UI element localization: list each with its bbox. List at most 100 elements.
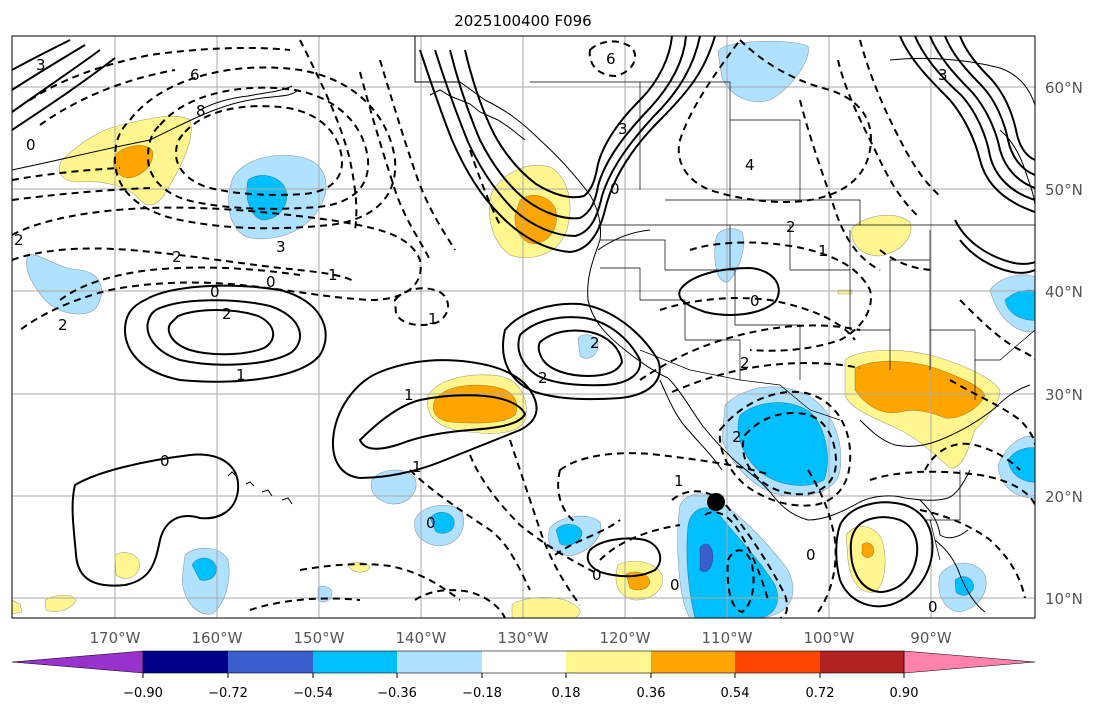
lon-label: 170°W — [90, 629, 141, 647]
contour-label: 6 — [606, 50, 616, 68]
location-marker — [707, 493, 725, 511]
shade-neg-light — [26, 254, 102, 315]
contour-label: 2 — [732, 428, 742, 446]
lon-label: 140°W — [396, 629, 447, 647]
shade-neg-medium — [1004, 289, 1035, 321]
shade-neg-medium — [555, 523, 583, 546]
shade-pos-medium — [861, 542, 875, 558]
contour-label: 2 — [172, 248, 182, 266]
contour-label: 0 — [426, 514, 436, 532]
lon-label: 160°W — [192, 629, 243, 647]
lon-label: 150°W — [294, 629, 345, 647]
shade-pos-light — [114, 552, 141, 579]
contour-label: 1 — [674, 472, 684, 490]
colorbar-tick-label: −0.54 — [293, 686, 333, 701]
contour-label: 0 — [806, 546, 816, 564]
colorbar-segment — [820, 651, 904, 673]
shade-pos-light — [845, 526, 886, 593]
shade-pos-medium — [432, 384, 518, 424]
lat-label: 20°N — [1045, 488, 1083, 506]
contour-label: 2 — [58, 316, 68, 334]
colorbar-segment — [143, 651, 228, 673]
contour-label: 2 — [590, 334, 600, 352]
lon-label: 130°W — [498, 629, 549, 647]
contour-label: 0 — [210, 283, 220, 301]
colorbar-segment — [651, 651, 735, 673]
shade-neg-medium — [191, 557, 217, 581]
contour-label: 3 — [36, 56, 46, 74]
contour-label: 2 — [14, 231, 24, 249]
contour-label: 2 — [538, 369, 548, 387]
contour-label: 1 — [328, 266, 338, 284]
lon-label: 90°W — [910, 629, 952, 647]
contour-label: 4 — [745, 156, 755, 174]
map-content: 3 6 8 0 2 3 2 0 1 0 2 1 1 2 1 0 1 2 2 0 … — [12, 36, 1035, 618]
colorbar-segment — [735, 651, 820, 673]
shade-neg-medium — [737, 402, 828, 486]
colorbar-segment — [397, 651, 482, 673]
shade-pos-light — [851, 214, 912, 257]
shade-pos-light — [44, 594, 77, 612]
contour-label: 0 — [670, 576, 680, 594]
contour-labels: 3 6 8 0 2 3 2 0 1 0 2 1 1 2 1 0 1 2 2 0 … — [14, 50, 948, 616]
colorbar-tick-label: −0.90 — [123, 686, 163, 701]
shade-neg-medium — [686, 507, 778, 618]
shade-neg-medium — [429, 511, 455, 534]
map-title: 2025100400 F096 — [454, 12, 591, 30]
lon-label: 100°W — [804, 629, 855, 647]
contour-label: 2 — [740, 354, 750, 372]
contour-label: 0 — [592, 566, 602, 584]
colorbar-tick-label: 0.54 — [721, 686, 750, 701]
colorbar: −0.90 −0.72 −0.54 −0.36 −0.18 0.18 0.36 … — [11, 650, 1036, 701]
contour-label: 3 — [618, 120, 628, 138]
shade-neg-strong — [699, 543, 714, 572]
contour-label: 1 — [412, 458, 422, 476]
shade-pos-medium — [854, 360, 986, 419]
lat-label: 10°N — [1045, 590, 1083, 608]
colorbar-segment — [566, 651, 651, 673]
lat-label: 40°N — [1045, 283, 1083, 301]
shade-neg-light — [577, 334, 599, 359]
colorbar-tick-label: −0.18 — [462, 686, 502, 701]
colorbar-tick-label: 0.36 — [637, 686, 666, 701]
colorbar-segment — [228, 651, 313, 673]
shade-pos-light — [511, 597, 581, 618]
shade-pos-light — [12, 599, 23, 615]
contour-label: 3 — [276, 238, 286, 256]
lat-label: 30°N — [1045, 386, 1083, 404]
colorbar-ticks — [142, 673, 905, 678]
longitude-labels: 170°W 160°W 150°W 140°W 130°W 120°W 110°… — [90, 629, 952, 647]
contour-lines — [12, 36, 1035, 618]
colorbar-tick-label: −0.36 — [377, 686, 417, 701]
contour-label: 2 — [786, 218, 796, 236]
colorbar-tick-label: 0.72 — [806, 686, 835, 701]
contour-label: 1 — [428, 310, 438, 328]
contour-label: 0 — [610, 180, 620, 198]
colorbar-segment — [11, 650, 144, 674]
contour-label: 6 — [190, 66, 200, 84]
contour-label: 0 — [160, 452, 170, 470]
colorbar-segment — [903, 650, 1036, 674]
colorbar-segment — [482, 651, 566, 673]
lon-label: 110°W — [702, 629, 753, 647]
contour-label: 1 — [236, 366, 246, 384]
shade-neg-medium — [1007, 447, 1035, 483]
contour-label: 1 — [818, 242, 828, 260]
colorbar-tick-label: 0.90 — [890, 686, 919, 701]
contour-label: 8 — [196, 102, 206, 120]
contour-label: 3 — [938, 66, 948, 84]
graticule — [12, 36, 1035, 618]
map-frame — [11, 35, 1036, 619]
colorbar-segment — [313, 651, 397, 673]
contour-label: 1 — [404, 386, 414, 404]
contour-label: 0 — [750, 292, 760, 310]
contour-label: 2 — [222, 305, 232, 323]
colorbar-tick-label: 0.18 — [552, 686, 581, 701]
lat-label: 50°N — [1045, 181, 1083, 199]
contour-label: 0 — [26, 136, 36, 154]
colorbar-outline — [142, 650, 905, 674]
colorbar-tick-label: −0.72 — [208, 686, 248, 701]
latitude-labels: 60°N 50°N 40°N 30°N 20°N 10°N — [1045, 79, 1083, 608]
contour-label: 0 — [266, 273, 276, 291]
